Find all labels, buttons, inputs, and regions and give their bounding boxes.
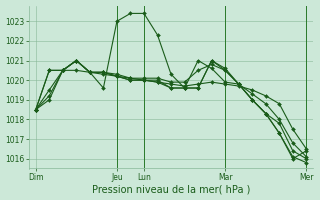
X-axis label: Pression niveau de la mer( hPa ): Pression niveau de la mer( hPa ) — [92, 184, 250, 194]
